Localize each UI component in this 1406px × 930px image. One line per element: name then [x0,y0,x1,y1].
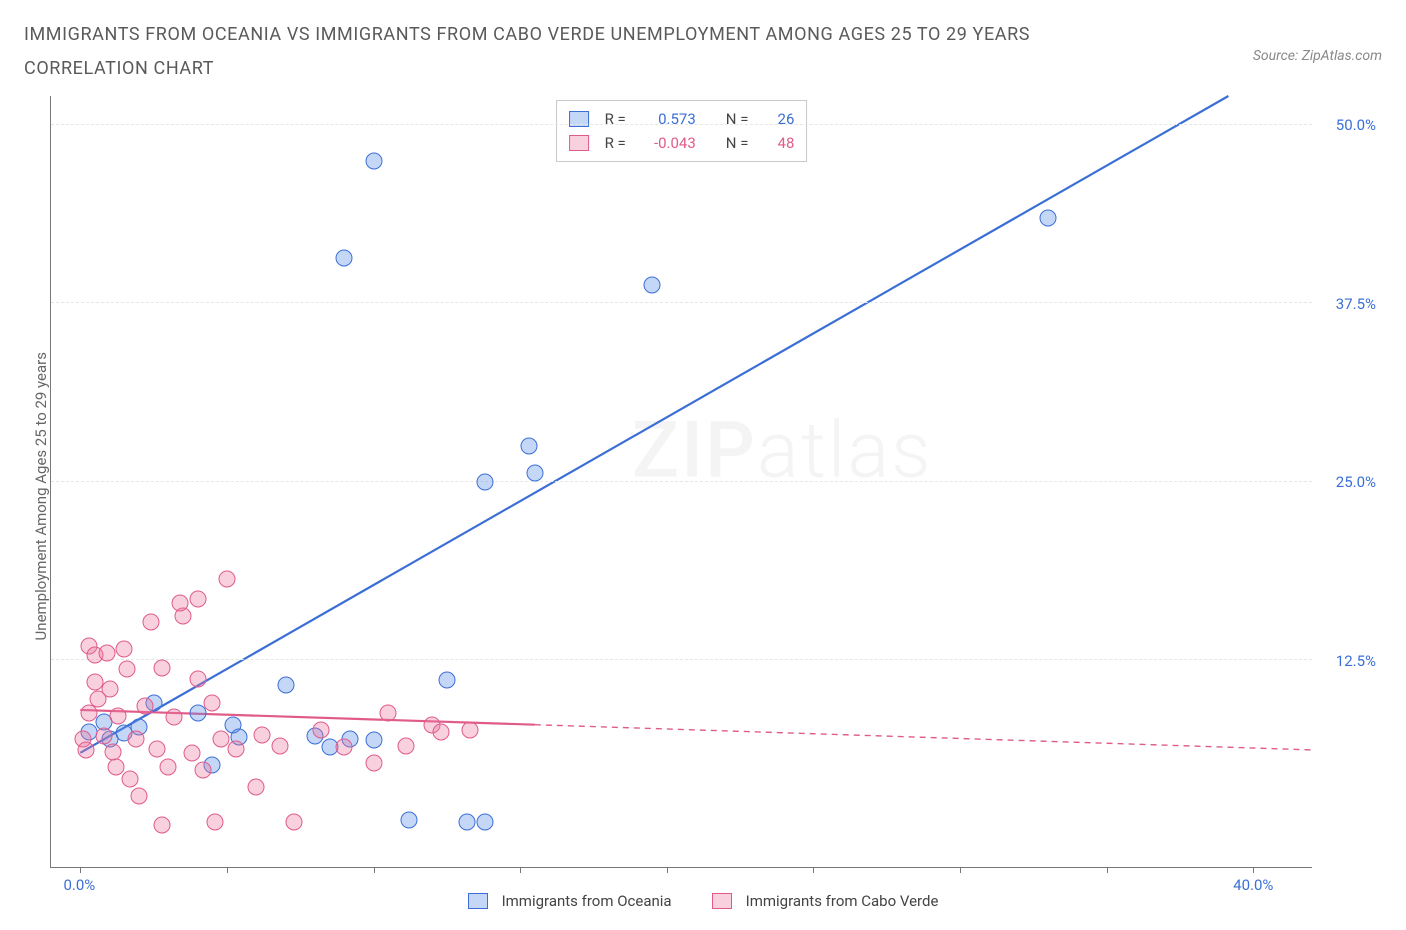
data-point-oceania [526,465,543,482]
gridline [51,124,1312,125]
data-point-cabo [119,660,136,677]
plot-area: ZIPatlas R = 0.573 N = 26 R = -0.043 N = 48 [50,96,1312,868]
data-point-oceania [477,473,494,490]
data-point-cabo [433,723,450,740]
source-attribution: Source: ZipAtlas.com [1253,48,1382,64]
data-point-cabo [154,659,171,676]
gridline [51,302,1312,303]
data-point-cabo [380,705,397,722]
data-point-cabo [227,740,244,757]
data-point-cabo [142,613,159,630]
watermark: ZIPatlas [632,406,933,497]
stats-legend: R = 0.573 N = 26 R = -0.043 N = 48 [556,100,808,162]
data-point-cabo [189,590,206,607]
data-point-cabo [248,779,265,796]
chart-title-line2: Correlation Chart [24,52,1030,86]
y-tick-label: 25.0% [1312,473,1382,491]
data-point-oceania [189,705,206,722]
y-tick-label: 37.5% [1312,295,1382,313]
x-axis-ticks: 0.0% 40.0% [50,868,1312,896]
data-point-oceania [644,276,661,293]
data-point-cabo [160,759,177,776]
gridline [51,481,1312,482]
gridline [51,659,1312,660]
trend-line-oceania [80,96,1228,753]
swatch-cabo [569,135,589,151]
data-point-cabo [166,709,183,726]
data-point-cabo [207,813,224,830]
data-point-oceania [400,812,417,829]
data-point-oceania [336,249,353,266]
chart-title-line1: Immigrants from Oceania vs Immigrants fr… [24,18,1030,52]
n-label: N = [726,107,749,131]
n-value-cabo: 48 [758,131,794,155]
data-point-cabo [122,770,139,787]
data-point-oceania [365,152,382,169]
data-point-cabo [130,788,147,805]
stats-row-oceania: R = 0.573 N = 26 [569,107,795,131]
data-point-cabo [107,759,124,776]
data-point-oceania [521,438,538,455]
data-point-cabo [195,762,212,779]
stats-row-cabo: R = -0.043 N = 48 [569,131,795,155]
y-axis-label: Unemployment Among Ages 25 to 29 years [24,352,50,640]
data-point-cabo [271,738,288,755]
data-point-cabo [462,722,479,739]
data-point-cabo [110,708,127,725]
data-point-cabo [312,722,329,739]
data-point-cabo [189,670,206,687]
data-point-cabo [116,640,133,657]
data-point-cabo [78,742,95,759]
y-axis-ticks: 12.5% 25.0% 37.5% 50.0% [1312,96,1382,868]
data-point-oceania [1040,209,1057,226]
data-point-cabo [148,740,165,757]
data-point-cabo [98,645,115,662]
r-label: R = [605,107,626,131]
x-tick-label: 40.0% [1233,876,1273,894]
data-point-cabo [254,726,271,743]
data-point-cabo [286,813,303,830]
data-point-cabo [101,680,118,697]
r-label: R = [605,131,626,155]
n-value-oceania: 26 [758,107,794,131]
x-tick-label: 0.0% [63,876,95,894]
data-point-cabo [218,570,235,587]
data-point-cabo [365,755,382,772]
n-label: N = [726,131,749,155]
data-point-oceania [365,732,382,749]
correlation-chart: Unemployment Among Ages 25 to 29 years Z… [24,96,1382,896]
data-point-cabo [128,730,145,747]
data-point-cabo [136,698,153,715]
data-point-cabo [95,728,112,745]
data-point-oceania [459,813,476,830]
data-point-oceania [438,672,455,689]
data-point-oceania [277,676,294,693]
data-point-cabo [336,739,353,756]
r-value-cabo: -0.043 [636,131,696,155]
data-point-cabo [204,695,221,712]
y-tick-label: 12.5% [1312,652,1382,670]
data-point-cabo [397,738,414,755]
trend-line-cabo-extrapolated [535,725,1312,750]
data-point-oceania [477,813,494,830]
data-point-cabo [183,745,200,762]
data-point-cabo [104,743,121,760]
swatch-oceania [569,111,589,127]
y-tick-label: 50.0% [1312,116,1382,134]
data-point-cabo [154,816,171,833]
data-point-cabo [81,705,98,722]
r-value-oceania: 0.573 [636,107,696,131]
data-point-cabo [172,595,189,612]
